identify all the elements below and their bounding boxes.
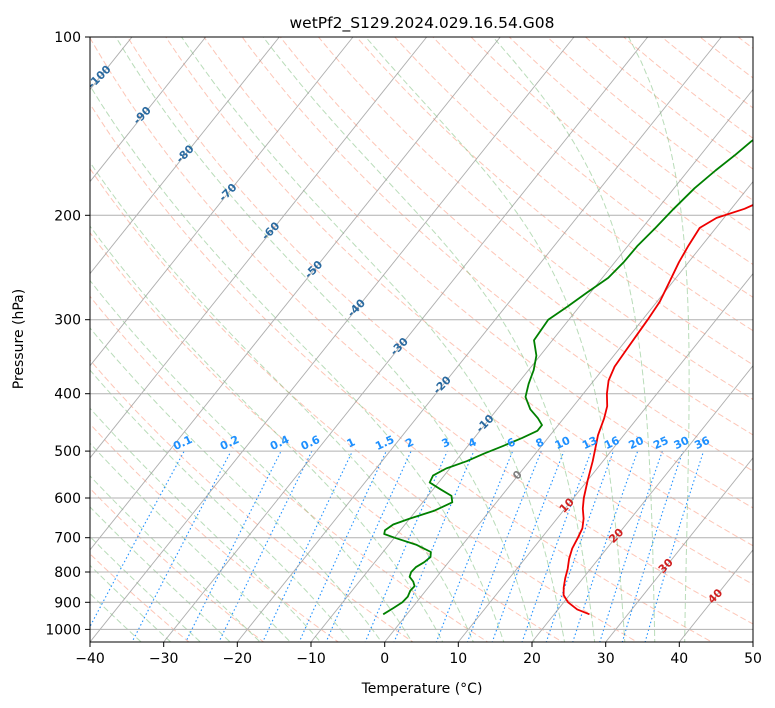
dry-adiabat-line <box>90 359 414 642</box>
dry-adiabat-line <box>241 37 753 472</box>
dry-adiabat-line <box>127 37 753 585</box>
x-tick-label: −10 <box>296 651 326 667</box>
x-tick-label: 0 <box>380 651 389 667</box>
plot-background <box>90 37 753 642</box>
isotherm-line <box>163 37 649 642</box>
y-tick-label: 700 <box>54 531 81 547</box>
y-tick-label: 1000 <box>45 622 81 638</box>
mixing-ratio-label: 25 <box>651 434 670 452</box>
mixing-ratio-line <box>644 450 705 642</box>
mixing-ratio-line <box>364 450 448 642</box>
mixing-ratio-line <box>298 450 387 642</box>
dry-adiabat-line <box>90 231 564 642</box>
mixing-ratio-line <box>435 450 514 642</box>
x-axis-label: Temperature (°C) <box>361 681 483 697</box>
dewpoint-profile-line <box>382 138 753 616</box>
mixing-ratio-label: 10 <box>553 434 573 452</box>
dry-adiabat-line <box>622 37 753 139</box>
dry-adiabat-line <box>432 37 753 298</box>
y-tick-label: 600 <box>54 491 81 507</box>
isotherm-line <box>90 37 501 551</box>
dry-adiabat-line <box>355 37 753 366</box>
x-tick-label: 20 <box>523 651 541 667</box>
y-tick-label: 200 <box>54 208 81 224</box>
x-tick-label: 30 <box>597 651 615 667</box>
isotherm-line <box>605 457 753 642</box>
isotherm-line <box>90 37 280 275</box>
temperature-profile-line <box>562 203 753 616</box>
isobars <box>90 37 753 630</box>
dry-adiabat-line <box>279 37 753 436</box>
dry-adiabat-line <box>90 103 713 642</box>
mixing-ratio-line <box>491 450 565 642</box>
mixing-ratio-label: 30 <box>672 434 692 452</box>
chart-title: wetPf2_S129.2024.029.16.54.G08 <box>290 14 555 33</box>
y-axis-label: Pressure (hPa) <box>11 289 27 389</box>
isotherm-line <box>384 180 753 642</box>
sounding-profiles <box>382 138 753 616</box>
plot-frame <box>89 36 754 643</box>
isotherm-line <box>310 88 753 642</box>
y-tick-label: 900 <box>54 595 81 611</box>
y-tick-label: 800 <box>54 565 81 581</box>
moist-adiabat-line <box>181 37 566 642</box>
x-tick-label: −30 <box>149 651 179 667</box>
y-axis-ticks: 100 200 300 400 500 600 700 800 900 1000 <box>45 30 90 638</box>
mixing-ratio-line <box>262 450 353 642</box>
isotherm-line <box>457 272 753 642</box>
dry-adiabat-line <box>90 295 489 642</box>
dry-adiabat-line <box>90 423 340 642</box>
dry-adiabat-line <box>165 37 753 547</box>
y-tick-label: 400 <box>54 387 81 403</box>
x-axis-ticks: −40 −30 −20 −10 0 10 20 30 40 50 <box>75 642 762 667</box>
dry-adiabat-line <box>203 37 753 509</box>
y-tick-label: 500 <box>54 444 81 460</box>
isotherm-line <box>90 37 207 183</box>
mixing-ratio-line <box>621 450 684 642</box>
dry-adiabat-line <box>546 37 753 201</box>
moist-adiabat-line <box>90 442 291 642</box>
mixing-ratio-line <box>325 450 412 642</box>
x-tick-label: 40 <box>670 651 688 667</box>
x-tick-label: 10 <box>449 651 467 667</box>
isotherm-line <box>752 641 753 642</box>
dry-adiabats <box>90 37 753 642</box>
isotherm-line <box>531 365 753 642</box>
moist-adiabat-line <box>90 369 352 642</box>
mixing-ratio-line <box>393 450 475 642</box>
mixing-ratio-line <box>185 450 282 642</box>
mixing-ratio-line <box>218 450 313 642</box>
dry-adiabat-line <box>317 37 753 401</box>
mixing-ratio-label: 20 <box>627 434 647 452</box>
isotherm-line <box>90 37 354 367</box>
isotherm-line <box>90 37 575 642</box>
isotherms <box>0 37 753 642</box>
y-tick-label: 100 <box>54 30 81 46</box>
mixing-ratio-label: 36 <box>692 434 712 452</box>
mixing-ratio-label: 13 <box>580 434 599 452</box>
dry-adiabat-line <box>90 167 639 642</box>
isotherm-line <box>236 37 722 642</box>
isotherm-line <box>90 37 428 459</box>
dry-adiabat-line <box>394 37 753 332</box>
mixing-ratio-label: 16 <box>602 434 622 452</box>
x-tick-label: 50 <box>744 651 762 667</box>
dry-adiabat-line <box>90 37 753 625</box>
mixing-ratio-lines <box>90 450 705 642</box>
y-tick-label: 300 <box>54 313 81 329</box>
x-tick-label: −40 <box>75 651 105 667</box>
x-tick-label: −20 <box>223 651 253 667</box>
isotherm-line <box>0 37 58 642</box>
